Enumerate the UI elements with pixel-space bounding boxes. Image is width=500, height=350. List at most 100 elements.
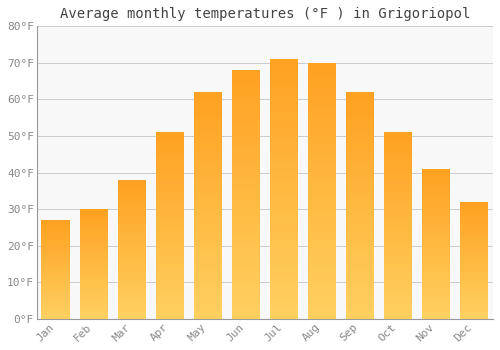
Bar: [80, 238, 108, 240]
Bar: [270, 231, 298, 236]
Bar: [194, 237, 222, 242]
Bar: [384, 188, 412, 192]
Bar: [156, 282, 184, 285]
Bar: [156, 140, 184, 144]
Bar: [80, 255, 108, 258]
Bar: [156, 136, 184, 140]
Bar: [232, 264, 260, 269]
Bar: [80, 295, 108, 297]
Bar: [346, 178, 374, 183]
Bar: [80, 312, 108, 315]
Bar: [42, 236, 70, 238]
Bar: [346, 256, 374, 260]
Bar: [232, 249, 260, 254]
Bar: [232, 120, 260, 125]
Bar: [156, 267, 184, 271]
Bar: [42, 315, 70, 317]
Bar: [194, 251, 222, 256]
Bar: [460, 291, 488, 293]
Bar: [80, 308, 108, 310]
Bar: [118, 233, 146, 236]
Bar: [270, 174, 298, 178]
Bar: [308, 68, 336, 73]
Bar: [194, 310, 222, 314]
Bar: [118, 305, 146, 308]
Bar: [422, 247, 450, 250]
Bar: [308, 309, 336, 314]
Bar: [80, 218, 108, 220]
Bar: [232, 274, 260, 279]
Bar: [346, 274, 374, 278]
Bar: [42, 224, 70, 226]
Bar: [460, 270, 488, 272]
Bar: [384, 162, 412, 166]
Bar: [460, 293, 488, 295]
Bar: [422, 304, 450, 307]
Bar: [232, 80, 260, 85]
Bar: [308, 206, 336, 211]
Bar: [232, 244, 260, 249]
Bar: [118, 219, 146, 222]
Bar: [308, 124, 336, 130]
Bar: [80, 288, 108, 290]
Bar: [42, 295, 70, 297]
Bar: [118, 255, 146, 258]
Bar: [232, 125, 260, 130]
Bar: [346, 142, 374, 147]
Bar: [42, 228, 70, 230]
Bar: [270, 194, 298, 200]
Bar: [422, 250, 450, 253]
Bar: [270, 178, 298, 184]
Bar: [42, 275, 70, 278]
Bar: [422, 199, 450, 202]
Bar: [384, 147, 412, 151]
Bar: [194, 101, 222, 106]
Bar: [232, 314, 260, 319]
Bar: [232, 299, 260, 304]
Bar: [422, 181, 450, 184]
Bar: [422, 295, 450, 298]
Bar: [346, 138, 374, 142]
Bar: [42, 252, 70, 254]
Bar: [194, 242, 222, 246]
Title: Average monthly temperatures (°F ) in Grigoriopol: Average monthly temperatures (°F ) in Gr…: [60, 7, 470, 21]
Bar: [156, 162, 184, 166]
Bar: [194, 287, 222, 292]
Bar: [460, 209, 488, 211]
Bar: [270, 101, 298, 106]
Bar: [118, 280, 146, 283]
Bar: [270, 257, 298, 262]
Bar: [422, 178, 450, 181]
Bar: [232, 284, 260, 289]
Bar: [80, 290, 108, 293]
Bar: [384, 274, 412, 278]
Bar: [422, 265, 450, 268]
Bar: [460, 220, 488, 223]
Bar: [80, 253, 108, 255]
Bar: [460, 286, 488, 288]
Bar: [270, 168, 298, 174]
Bar: [384, 244, 412, 248]
Bar: [194, 169, 222, 174]
Bar: [270, 80, 298, 85]
Bar: [156, 252, 184, 255]
Bar: [156, 181, 184, 184]
Bar: [460, 277, 488, 279]
Bar: [232, 204, 260, 209]
Bar: [156, 312, 184, 315]
Bar: [384, 132, 412, 136]
Bar: [384, 155, 412, 159]
Bar: [422, 223, 450, 226]
Bar: [270, 147, 298, 153]
Bar: [118, 258, 146, 260]
Bar: [384, 192, 412, 196]
Bar: [42, 260, 70, 261]
Bar: [80, 279, 108, 282]
Bar: [118, 252, 146, 255]
Bar: [308, 73, 336, 78]
Bar: [346, 287, 374, 292]
Bar: [460, 225, 488, 228]
Bar: [384, 203, 412, 207]
Bar: [156, 263, 184, 267]
Bar: [80, 303, 108, 306]
